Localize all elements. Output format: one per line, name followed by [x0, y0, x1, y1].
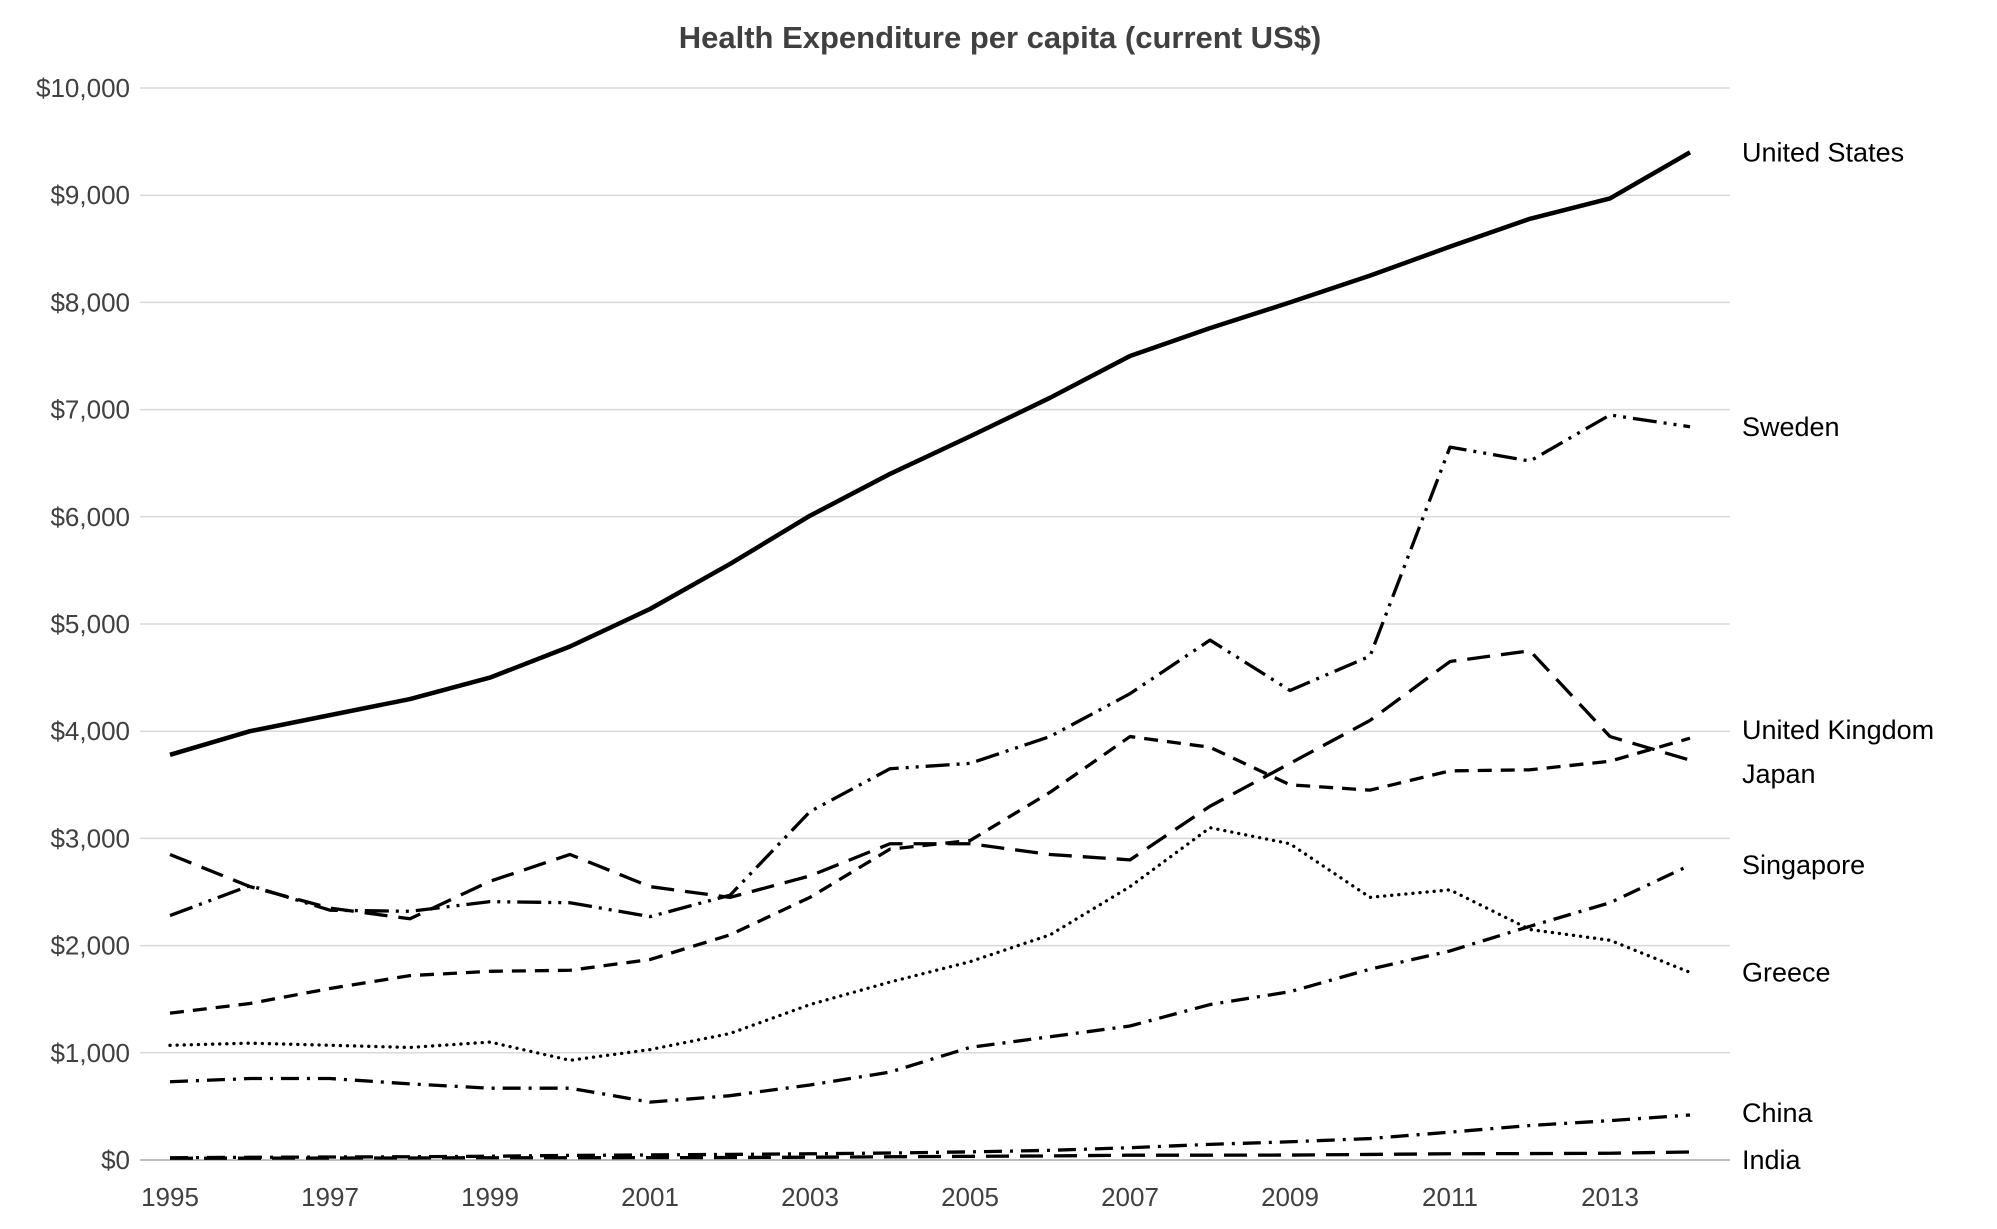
series-label-japan: Japan — [1742, 759, 1816, 789]
series-line-singapore — [169, 863, 1691, 1104]
series-line-greece — [168, 826, 1692, 1062]
x-tick-label: 2013 — [1581, 1182, 1639, 1212]
y-tick-label: $5,000 — [50, 609, 130, 639]
series-line-india — [169, 1150, 1691, 1160]
y-tick-label: $0 — [101, 1145, 130, 1175]
y-tick-label: $2,000 — [50, 931, 130, 961]
y-tick-label: $9,000 — [50, 180, 130, 210]
series-label-sweden: Sweden — [1742, 412, 1840, 442]
x-tick-label: 2009 — [1261, 1182, 1319, 1212]
x-axis-labels: 1995 1997 1999 2001 2003 2005 2007 2009 2011 2013 — [141, 1182, 1639, 1212]
series-label-united-kingdom: United Kingdom — [1742, 715, 1934, 745]
series-label-united-states: United States — [1742, 137, 1904, 167]
x-tick-label: 2001 — [621, 1182, 679, 1212]
series-lines — [168, 150, 1692, 1160]
series-label-greece: Greece — [1742, 957, 1831, 987]
x-tick-label: 2007 — [1101, 1182, 1159, 1212]
y-tick-label: $4,000 — [50, 716, 130, 746]
y-tick-label: $1,000 — [50, 1038, 130, 1068]
series-line-japan — [169, 649, 1691, 921]
series-line-china — [169, 1113, 1691, 1160]
y-tick-label: $3,000 — [50, 823, 130, 853]
x-tick-label: 1999 — [461, 1182, 519, 1212]
x-tick-label: 2011 — [1422, 1182, 1478, 1212]
x-tick-label: 2005 — [941, 1182, 999, 1212]
x-tick-label: 2003 — [781, 1182, 839, 1212]
series-label-singapore: Singapore — [1742, 850, 1865, 880]
series-line-united-states — [169, 150, 1692, 757]
series-label-china: China — [1742, 1098, 1814, 1128]
y-tick-label: $10,000 — [36, 73, 130, 103]
x-tick-label: 1997 — [301, 1182, 359, 1212]
x-tick-label: 1995 — [141, 1182, 199, 1212]
series-label-india: India — [1742, 1145, 1802, 1175]
y-tick-label: $6,000 — [50, 502, 130, 532]
chart-title: Health Expenditure per capita (current U… — [679, 20, 1322, 55]
gridlines — [140, 87, 1730, 1161]
series-line-sweden — [169, 413, 1691, 919]
y-tick-label: $8,000 — [50, 287, 130, 317]
series-labels: United States Sweden United Kingdom Japan Si… — [1742, 137, 1934, 1175]
y-axis-labels: $0 $1,000 $2,000 $3,000 $4,000 $5,000 $6,000 $7… — [36, 73, 130, 1175]
y-tick-label: $7,000 — [50, 395, 130, 425]
